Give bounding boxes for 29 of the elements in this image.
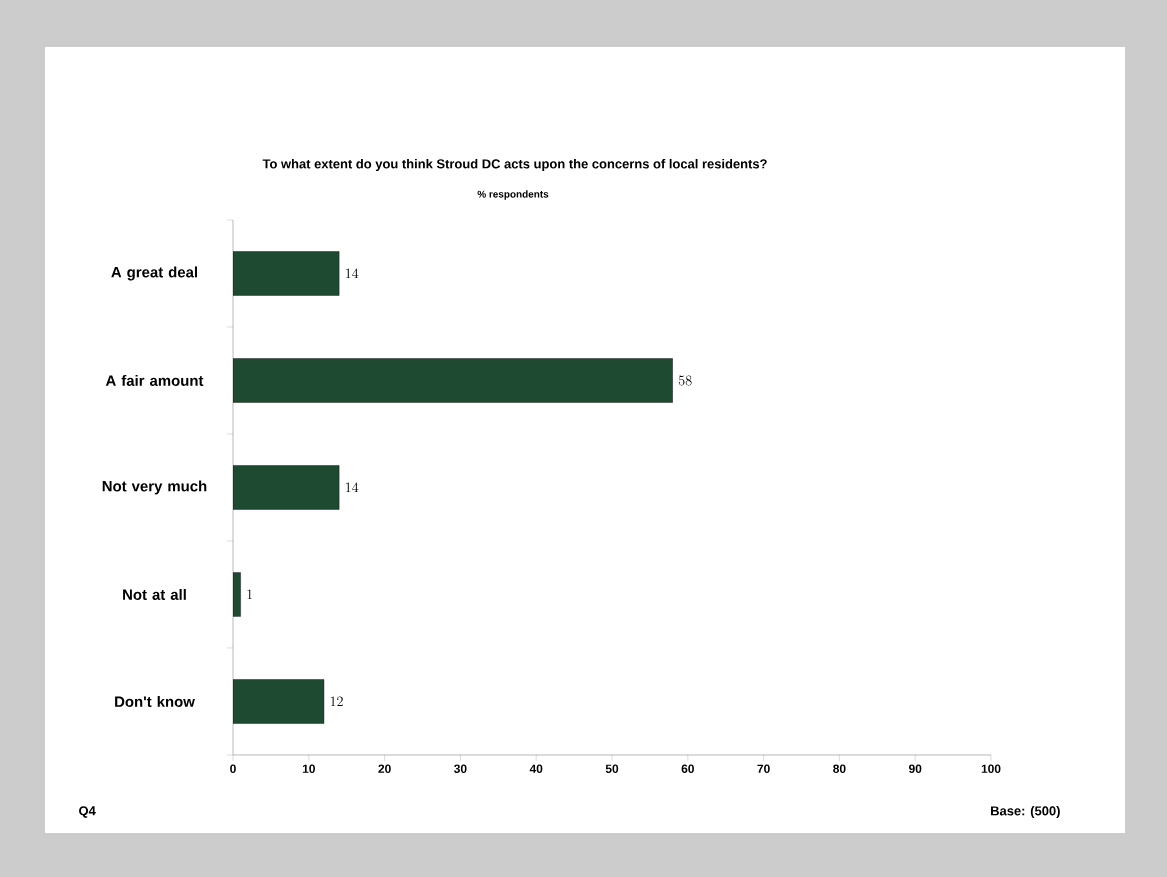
data-label: 58 <box>678 375 692 386</box>
x-tick-label: 0 <box>230 764 236 773</box>
x-tick-label: 60 <box>681 764 694 773</box>
x-tick-label: 10 <box>302 764 315 773</box>
y-tick-label: Not very much <box>102 480 207 495</box>
y-tick-label: Not at all <box>123 589 186 600</box>
x-tick-label: 30 <box>454 764 467 773</box>
text: Q4 <box>79 806 96 818</box>
bar <box>233 358 673 403</box>
text: Base: (500) <box>991 805 1060 819</box>
x-tick-label: 40 <box>529 764 543 773</box>
y-tick-label: A great deal <box>111 266 198 281</box>
chart-title: To what extent do you think Stroud DC acts upon the concerns of local residents? <box>262 158 767 172</box>
x-tick-label: 20 <box>378 764 391 773</box>
x-tick-label: 70 <box>757 764 770 773</box>
y-tick-label: Don't know <box>115 696 195 707</box>
bar <box>233 465 340 510</box>
data-label: 1 <box>247 589 252 600</box>
x-tick-label: 90 <box>908 764 922 773</box>
y-tick-label: A fair amount <box>105 375 204 386</box>
x-tick-label: 100 <box>981 764 1001 773</box>
bar <box>233 251 340 296</box>
data-label: 14 <box>345 268 359 279</box>
bar <box>233 679 325 724</box>
x-tick-label: 50 <box>605 764 619 773</box>
data-label: 12 <box>330 696 343 707</box>
chart-subtitle: % respondents <box>477 190 549 200</box>
data-label: 14 <box>345 482 359 493</box>
x-tick-label: 80 <box>833 764 846 773</box>
